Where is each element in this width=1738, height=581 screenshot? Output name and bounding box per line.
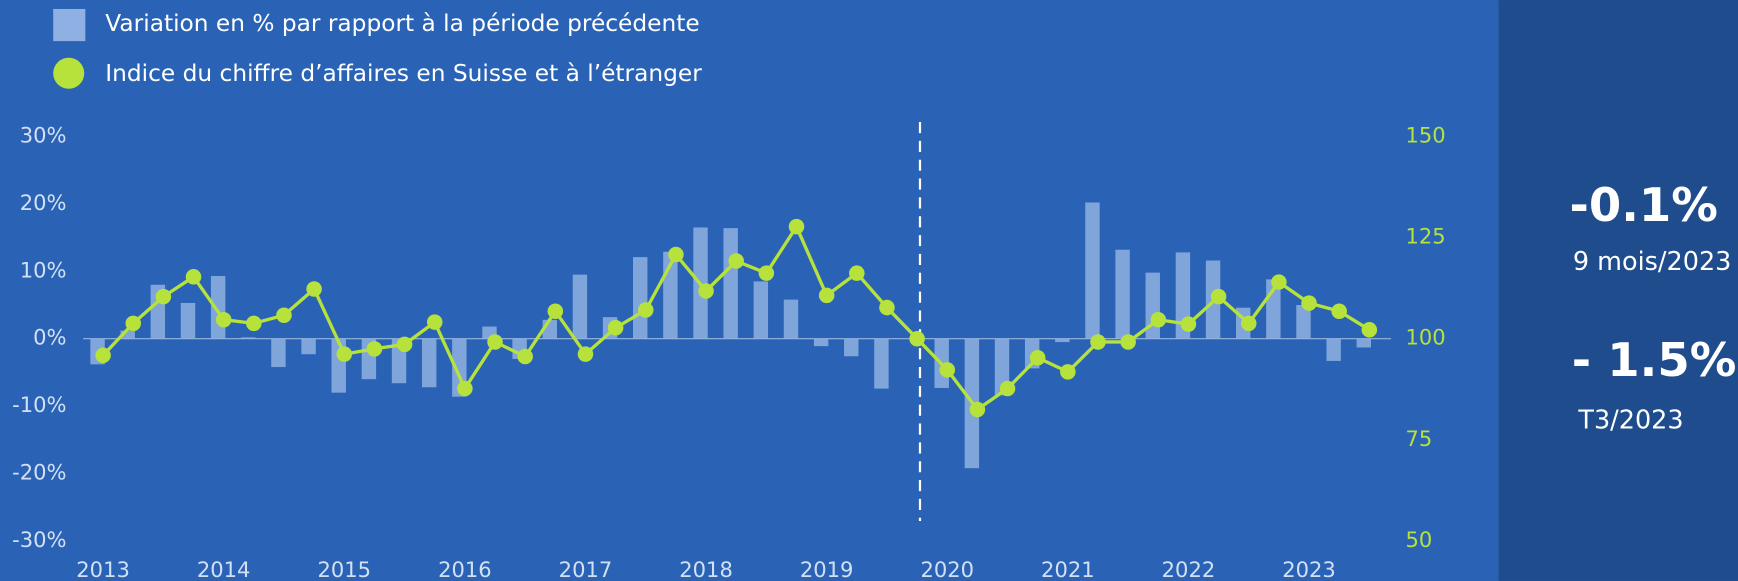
x-tick-label: 2017 [559, 557, 613, 581]
side-panel [1498, 0, 1738, 581]
bar [421, 338, 437, 388]
line-point [668, 246, 684, 263]
line-point [1210, 288, 1227, 305]
line-point [577, 346, 594, 362]
y2-tick-label: 125 [1405, 224, 1445, 249]
bar [874, 338, 889, 389]
line-point [1240, 315, 1257, 332]
line-point [1060, 364, 1076, 380]
x-tick-label: 2020 [920, 557, 974, 581]
line-point [215, 311, 232, 328]
x-tick-label: 2021 [1041, 557, 1095, 581]
line-point [849, 265, 865, 281]
kpi-value: - 1.5% [1572, 333, 1737, 387]
line-point [788, 218, 805, 235]
line-point [95, 347, 111, 364]
line-point [909, 330, 925, 347]
y-tick-label: 10% [20, 257, 67, 282]
line-point [396, 336, 413, 353]
legend-swatch [53, 8, 86, 42]
line-point [185, 269, 202, 285]
line-point [276, 307, 292, 324]
bar [301, 338, 316, 355]
line-point [1331, 303, 1347, 319]
line-point [336, 346, 353, 362]
bar [1296, 305, 1311, 339]
kpi-label: 9 mois/2023 [1573, 247, 1732, 277]
line-point [155, 288, 172, 305]
kpi-label: T3/2023 [1577, 405, 1683, 435]
bar [120, 330, 135, 339]
line-point [1090, 334, 1106, 350]
line-point [1029, 349, 1046, 366]
x-tick-label: 2013 [76, 557, 130, 581]
line-point [125, 315, 141, 332]
line-point [999, 380, 1016, 397]
bar [844, 338, 859, 357]
line-point [457, 380, 473, 397]
x-tick-label: 2019 [800, 557, 854, 581]
line-point [426, 314, 443, 330]
line-point [607, 320, 624, 336]
x-tick-label: 2014 [197, 557, 251, 581]
y-tick-label: 20% [20, 190, 67, 215]
y-tick-label: -10% [12, 392, 66, 417]
line-point [728, 253, 744, 269]
y2-tick-label: 75 [1405, 426, 1432, 451]
y-tick-label: 30% [20, 122, 67, 147]
line-point [758, 265, 775, 281]
line-point [1180, 316, 1197, 332]
line-point [306, 281, 322, 297]
bar [1055, 338, 1070, 343]
line-point [939, 362, 956, 378]
bar [753, 281, 769, 339]
x-tick-label: 2015 [317, 557, 371, 581]
line-point [366, 341, 383, 357]
bar [271, 338, 286, 368]
bar [783, 299, 799, 339]
plot-background [0, 0, 1499, 581]
legend-label: Indice du chiffre d’affaires en Suisse e… [105, 60, 702, 87]
y-tick-label: 0% [33, 325, 66, 350]
line-point [969, 401, 986, 418]
line-point [818, 287, 835, 304]
x-tick-label: 2016 [438, 557, 492, 581]
y2-tick-label: 150 [1405, 122, 1445, 147]
bar [1326, 338, 1341, 361]
line-point [1271, 274, 1287, 290]
line-point [547, 303, 564, 319]
x-tick-label: 2023 [1282, 557, 1336, 581]
y2-tick-label: 50 [1405, 527, 1432, 552]
bar [1356, 338, 1372, 348]
line-point [1150, 311, 1167, 328]
x-tick-label: 2018 [679, 557, 733, 581]
x-tick-label: 2022 [1162, 557, 1216, 581]
bar [1115, 249, 1130, 339]
y-tick-label: -30% [12, 527, 66, 552]
bar [241, 337, 256, 339]
bar [813, 338, 829, 347]
y2-tick-label: 100 [1405, 325, 1445, 350]
bar [1085, 202, 1100, 339]
legend: Variation en % par rapport à la période … [53, 8, 702, 89]
legend-swatch [53, 57, 85, 89]
line-point [638, 302, 654, 318]
bar [723, 228, 738, 339]
y-tick-label: -20% [12, 460, 66, 485]
line-point [246, 315, 262, 332]
line-point [487, 334, 503, 350]
bar [572, 274, 588, 339]
bar [180, 302, 196, 339]
line-point [879, 299, 895, 316]
line-point [517, 348, 533, 365]
line-point [698, 283, 714, 299]
bar [633, 257, 648, 339]
line-point [1301, 295, 1317, 311]
kpi-value: -0.1% [1570, 178, 1718, 232]
line-point [1361, 322, 1378, 338]
legend-label: Variation en % par rapport à la période … [105, 10, 699, 37]
line-point [1120, 334, 1136, 350]
